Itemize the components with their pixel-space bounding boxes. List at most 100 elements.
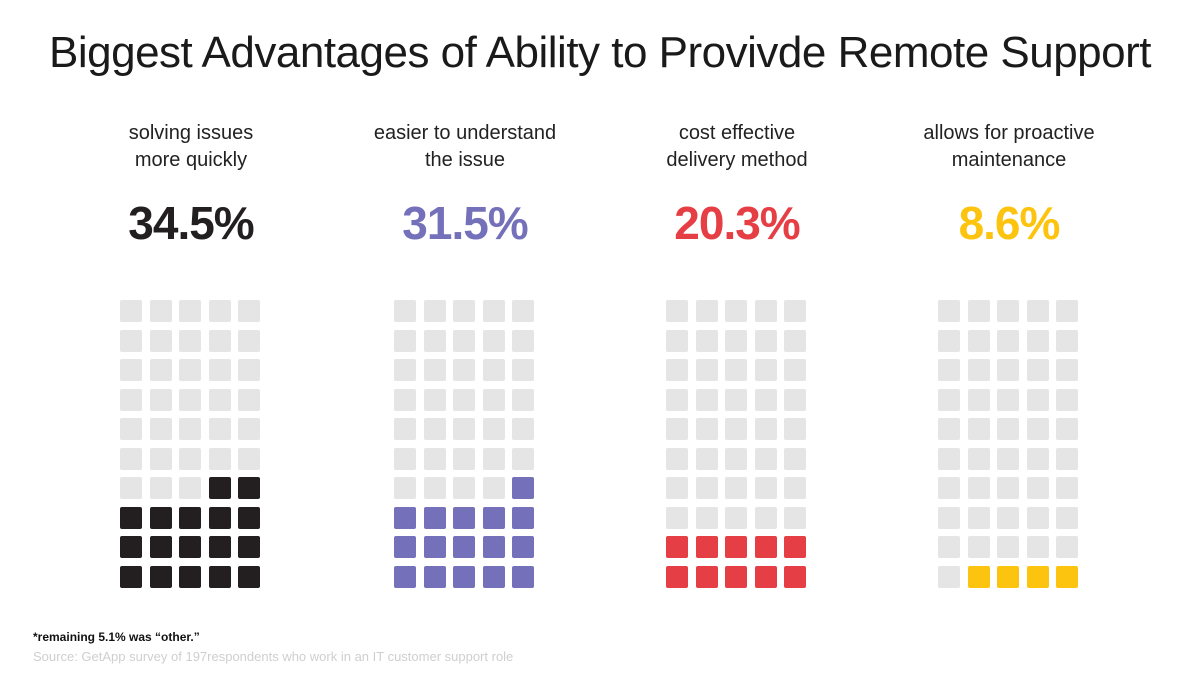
waffle-cell-empty	[238, 388, 260, 411]
waffle-cell-filled	[1026, 565, 1049, 588]
waffle-cell-filled	[120, 506, 142, 529]
waffle-cell-filled	[179, 565, 201, 588]
waffle-cell-empty	[238, 300, 260, 322]
waffle-cell-empty	[179, 447, 201, 470]
waffle-cell-filled	[482, 506, 505, 529]
waffle-cell-filled	[453, 506, 475, 529]
waffle-cell-empty	[997, 418, 1019, 440]
waffle-cell-empty	[423, 447, 446, 470]
waffle-cell-empty	[423, 418, 446, 440]
waffle-cell-empty	[1026, 536, 1049, 558]
waffle-cell-empty	[967, 536, 990, 558]
waffle-cell-filled	[208, 565, 231, 588]
waffle-cell-empty	[1026, 329, 1049, 352]
waffle-cell-empty	[938, 300, 960, 322]
waffle-cell-empty	[666, 329, 688, 352]
waffle-cell-empty	[725, 506, 747, 529]
advantage-label-line2: delivery method	[666, 149, 808, 171]
waffle-cell-empty	[423, 359, 446, 381]
advantage-column-4: allows for proactive maintenance 8.6%	[879, 120, 1139, 588]
waffle-cell-empty	[695, 388, 718, 411]
waffle-cell-empty	[453, 418, 475, 440]
waffle-cell-filled	[512, 536, 534, 558]
waffle-cell-empty	[784, 329, 806, 352]
waffle-cell-empty	[938, 477, 960, 499]
waffle-cell-empty	[149, 300, 172, 322]
waffle-cell-empty	[120, 329, 142, 352]
waffle-cell-empty	[1026, 447, 1049, 470]
waffle-cell-empty	[394, 388, 416, 411]
waffle-cell-empty	[784, 477, 806, 499]
waffle-cell-filled	[512, 565, 534, 588]
waffle-cell-empty	[149, 418, 172, 440]
waffle-cell-empty	[725, 359, 747, 381]
waffle-cell-empty	[179, 477, 201, 499]
advantage-label: easier to understand the issue	[335, 120, 595, 176]
waffle-cell-empty	[695, 506, 718, 529]
advantage-percentage: 31.5%	[402, 197, 528, 249]
waffle-cell-filled	[997, 565, 1019, 588]
advantage-label: cost effective delivery method	[607, 120, 867, 176]
waffle-cell-empty	[967, 329, 990, 352]
chart-title: Biggest Advantages of Ability to Provivd…	[49, 28, 1152, 77]
waffle-cell-filled	[967, 565, 990, 588]
waffle-cell-empty	[695, 447, 718, 470]
waffle-cell-empty	[997, 300, 1019, 322]
waffle-cell-empty	[482, 359, 505, 381]
waffle-cell-empty	[453, 447, 475, 470]
waffle-cell-empty	[967, 477, 990, 499]
waffle-cell-empty	[725, 477, 747, 499]
waffle-cell-empty	[754, 418, 777, 440]
waffle-cell-empty	[208, 388, 231, 411]
waffle-cell-empty	[1056, 300, 1078, 322]
waffle-cell-empty	[754, 329, 777, 352]
advantage-column-2: easier to understand the issue 31.5%	[335, 120, 595, 588]
waffle-cell-empty	[482, 300, 505, 322]
waffle-cell-filled	[423, 536, 446, 558]
advantage-label-line1: easier to understand	[373, 122, 557, 144]
advantage-column-3: cost effective delivery method 20.3%	[607, 120, 867, 588]
waffle-cell-empty	[512, 418, 534, 440]
waffle-cell-empty	[967, 447, 990, 470]
waffle-cell-filled	[394, 506, 416, 529]
waffle-cell-empty	[784, 418, 806, 440]
waffle-cell-empty	[754, 359, 777, 381]
waffle-cell-empty	[482, 418, 505, 440]
waffle-cell-empty	[784, 300, 806, 322]
waffle-cell-empty	[423, 388, 446, 411]
waffle-cell-empty	[179, 418, 201, 440]
waffle-cell-empty	[695, 359, 718, 381]
waffle-cell-filled	[149, 536, 172, 558]
waffle-cell-filled	[394, 536, 416, 558]
waffle-cell-empty	[666, 300, 688, 322]
waffle-cell-filled	[423, 565, 446, 588]
waffle-cell-empty	[453, 359, 475, 381]
waffle-cell-empty	[967, 506, 990, 529]
waffle-cell-empty	[1026, 388, 1049, 411]
waffle-cell-filled	[512, 477, 534, 499]
waffle-cell-empty	[1056, 329, 1078, 352]
waffle-cell-empty	[1026, 506, 1049, 529]
waffle-cell-empty	[666, 477, 688, 499]
waffle-cell-empty	[666, 506, 688, 529]
waffle-cell-empty	[938, 329, 960, 352]
waffle-cell-filled	[695, 536, 718, 558]
waffle-cell-filled	[149, 506, 172, 529]
waffle-cell-empty	[997, 447, 1019, 470]
waffle-cell-empty	[725, 300, 747, 322]
waffle-cell-empty	[666, 418, 688, 440]
waffle-cell-empty	[120, 447, 142, 470]
waffle-cell-empty	[238, 418, 260, 440]
waffle-cell-empty	[149, 388, 172, 411]
waffle-cell-filled	[1056, 565, 1078, 588]
waffle-cell-empty	[1056, 418, 1078, 440]
waffle-cell-filled	[208, 506, 231, 529]
waffle-cell-empty	[784, 359, 806, 381]
waffle-cell-empty	[394, 300, 416, 322]
waffle-cell-empty	[938, 536, 960, 558]
waffle-cell-empty	[784, 388, 806, 411]
waffle-cell-filled	[754, 536, 777, 558]
waffle-cell-empty	[208, 418, 231, 440]
footnote: *remaining 5.1% was “other.”	[33, 630, 200, 644]
waffle-cell-empty	[784, 447, 806, 470]
